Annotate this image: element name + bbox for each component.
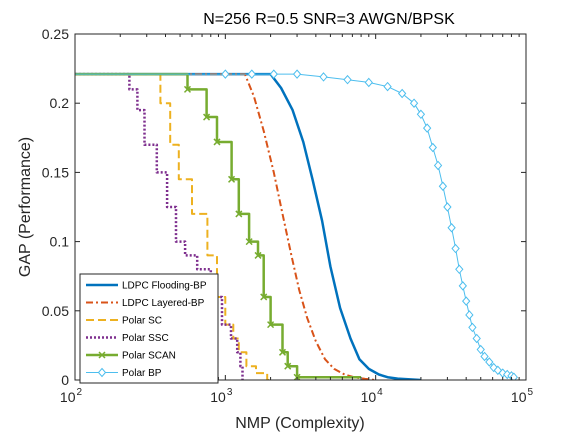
legend-label: Polar SC xyxy=(122,316,162,327)
series-marker xyxy=(267,321,275,329)
x-tick-label: 102 xyxy=(60,387,83,405)
series-marker xyxy=(213,138,221,146)
series-marker xyxy=(278,348,287,356)
x-axis-label: NMP (Complexity) xyxy=(235,415,365,432)
series-marker xyxy=(364,77,373,88)
series-marker xyxy=(485,357,494,367)
series-marker xyxy=(480,351,489,362)
legend-marker xyxy=(98,351,106,359)
series-marker xyxy=(476,344,485,355)
y-axis-label: GAP (Performance) xyxy=(17,137,34,277)
series-line xyxy=(75,72,421,380)
series-marker xyxy=(228,175,236,183)
series-polar-scan xyxy=(75,72,362,380)
plot-area-frame xyxy=(74,33,527,381)
series-marker xyxy=(383,81,392,92)
series-marker xyxy=(433,160,443,171)
chart-title: N=256 R=0.5 SNR=3 AWGN/BPSK xyxy=(203,11,455,28)
legend-label: Polar SSC xyxy=(122,333,169,344)
series-layer xyxy=(75,69,518,380)
series-polar-ssc xyxy=(75,72,245,380)
series-marker xyxy=(493,365,503,376)
series-line xyxy=(75,73,515,378)
series-line xyxy=(75,72,362,379)
series-marker xyxy=(489,362,498,373)
series-marker xyxy=(245,238,253,246)
series-marker xyxy=(292,69,302,79)
legend: LDPC Flooding-BP LDPC Layered-BP Polar SC P… xyxy=(79,273,219,384)
series-marker xyxy=(472,333,481,344)
legend-label: LDPC Layered-BP xyxy=(122,298,205,309)
series-line xyxy=(75,73,376,380)
series-marker xyxy=(443,202,452,212)
series-marker xyxy=(455,264,464,275)
series-marker xyxy=(438,181,448,191)
series-marker xyxy=(468,322,477,333)
legend-box xyxy=(79,273,219,384)
series-marker xyxy=(422,123,432,133)
series-line xyxy=(75,72,245,380)
y-tick-label: 0.25 xyxy=(42,26,69,42)
series-polar-sc xyxy=(75,73,271,380)
series-marker xyxy=(183,85,192,93)
series-ldpc-layered-bp xyxy=(75,73,376,380)
series-marker xyxy=(428,142,437,153)
legend-label: LDPC Flooding-BP xyxy=(122,281,207,292)
y-tick-label: 0.2 xyxy=(50,95,70,111)
series-marker xyxy=(203,113,211,121)
series-marker xyxy=(416,109,426,120)
y-tick-label: 0.05 xyxy=(42,303,69,319)
series-marker xyxy=(247,69,256,79)
series-marker xyxy=(409,98,419,108)
y-tick-label: 0.1 xyxy=(50,234,70,250)
x-tick-label: 103 xyxy=(210,387,233,405)
series-marker xyxy=(254,251,262,259)
legend-label: Polar BP xyxy=(122,368,162,379)
series-marker xyxy=(221,69,230,79)
series-marker xyxy=(397,88,407,99)
series-marker xyxy=(465,310,474,320)
x-tick-label: 105 xyxy=(511,387,534,405)
series-ldpc-flooding-bp xyxy=(75,72,421,380)
series-marker xyxy=(447,223,456,233)
series-marker xyxy=(458,281,467,291)
series-marker xyxy=(503,369,512,380)
legend-label: Polar SCAN xyxy=(122,351,176,362)
series-marker xyxy=(451,243,460,254)
series-marker xyxy=(509,372,518,380)
y-tick-label: 0.15 xyxy=(42,164,69,180)
series-marker xyxy=(269,69,278,79)
series-polar-bp xyxy=(75,69,518,380)
series-marker xyxy=(284,362,292,370)
series-marker xyxy=(260,293,268,301)
legend-marker xyxy=(97,367,107,378)
y-tick-label: 0 xyxy=(61,372,69,388)
series-line xyxy=(75,73,271,380)
series-marker xyxy=(343,74,352,85)
x-tick-label: 104 xyxy=(361,387,384,405)
series-marker xyxy=(235,210,243,218)
series-marker xyxy=(462,296,471,306)
series-marker xyxy=(319,72,328,82)
